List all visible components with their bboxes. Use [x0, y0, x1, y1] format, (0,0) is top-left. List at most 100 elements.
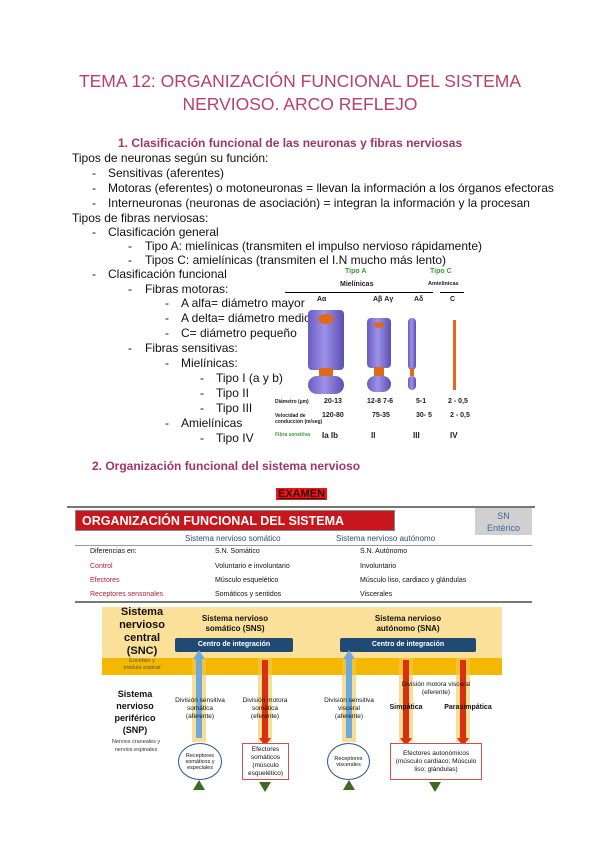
bullet-dash: -: [92, 181, 96, 195]
table-cell: Control: [90, 563, 113, 570]
output-arrow-icon: [429, 782, 441, 792]
div-line: División motora: [242, 697, 288, 704]
list-item: Tipo A: mielínicas (transmiten el impuls…: [145, 239, 483, 253]
simpatica-label: Simpática: [389, 704, 423, 711]
div-line: (eferente): [250, 713, 280, 720]
mielinicas-label: Mielínicas: [340, 281, 374, 288]
bullet-dash: -: [200, 386, 204, 400]
table-cell: Músculo esquelético: [215, 577, 279, 584]
output-arrow-icon: [259, 782, 271, 792]
bullet-dash: -: [128, 239, 132, 253]
bullet-dash: -: [165, 416, 169, 430]
list-item: Motoras (eferentes) o motoneuronas = lle…: [108, 181, 554, 195]
list-item: Fibras sensitivas:: [145, 341, 238, 355]
table-header-cell: S.N. Somático: [215, 548, 260, 555]
col-aalpha: Aα: [317, 296, 327, 303]
sens-label: Fibra sensitiva: [275, 432, 311, 438]
div-line: visceral: [337, 705, 361, 712]
snp-line: nervioso: [116, 701, 154, 711]
div-motora-somatica: División motora somática (eferente): [235, 697, 295, 721]
efectores-autonomicos: Efectores autonómicos (músculo cardiaco;…: [390, 743, 482, 780]
vel-value: 30- 5: [416, 412, 432, 419]
bullet-dash: -: [200, 371, 204, 385]
bullet-dash: -: [92, 267, 96, 281]
exam-badge: EXAMEN: [276, 488, 328, 500]
diam-value: 2 - 0,5: [448, 398, 468, 405]
div-line: División motora visceral: [401, 681, 471, 688]
bullet-dash: -: [165, 326, 169, 340]
section1-heading: 1. Clasificación funcional de las neuron…: [118, 136, 463, 150]
snc-label: Sistema nervioso central (SNC): [112, 606, 172, 658]
sna-label: Sistema nervioso autónomo (SNA): [353, 614, 463, 634]
div-line: (aferente): [185, 713, 215, 720]
list-item: C= diámetro pequeño: [181, 326, 297, 340]
snp-label: Sistema nervioso periférico (SNP): [105, 688, 165, 736]
list-item: Clasificación funcional: [108, 267, 227, 281]
table-cell: Viscerales: [360, 591, 393, 598]
section2-heading: 2. Organización funcional del sistema ne…: [92, 459, 361, 473]
receptores-viscerales: Receptores viscerales: [327, 743, 370, 780]
snc-line: nervioso: [119, 619, 165, 631]
snc-line: (SNC): [126, 645, 158, 657]
list-item: Tipo I (a y b): [216, 371, 283, 385]
sns-line: Sistema nervioso: [201, 614, 269, 623]
input-arrow-icon: [193, 780, 205, 790]
tipo-a-label: Tipo A: [345, 268, 367, 275]
list-item: Tipos de fibras nerviosas:: [72, 211, 209, 225]
vel-value: 2 - 0,5: [450, 412, 470, 419]
list-item: Tipo IV: [216, 431, 254, 445]
arrow-head-icon: [457, 738, 469, 746]
diagram-banner: ORGANIZACIÓN FUNCIONAL DEL SISTEMA NERVI…: [75, 510, 395, 549]
snp-sub-line: Nervios craneales y: [111, 739, 161, 745]
table-cell: Involuntario: [360, 563, 397, 570]
diam-value: 12-8 7-6: [367, 398, 394, 405]
efferent-arrow-icon: [460, 660, 466, 740]
table-cell: Voluntario e involuntario: [215, 563, 290, 570]
col-somatico: Sistema nervioso somático: [185, 534, 281, 543]
sens-value: Ia Ib: [322, 431, 339, 440]
afferent-arrow-icon: [196, 658, 202, 738]
table-header-cell: Diferencias en:: [90, 548, 137, 555]
div-line: División sensitiva: [175, 697, 225, 704]
bullet-dash: -: [165, 311, 169, 325]
tipo-c-label: Tipo C: [430, 268, 452, 275]
arrow-head-icon: [343, 650, 355, 659]
list-item: Amielínicas: [181, 416, 243, 430]
diagram-top-rule: [67, 506, 535, 508]
snc-line: Sistema: [120, 606, 164, 618]
vel-label: Velocidad de conducción (m/seg): [275, 413, 323, 425]
sn-enterico-box: SN Entérico: [475, 508, 532, 535]
sns-label: Sistema nervioso somático (SNS): [180, 614, 290, 634]
efferent-arrow-icon: [262, 660, 268, 740]
list-item: Tipo II: [216, 386, 249, 400]
snc-line: central: [123, 632, 161, 644]
list-item: Clasificación general: [108, 225, 219, 239]
page-title-line2: NERVIOSO. ARCO REFLEJO: [182, 94, 418, 114]
snc-sublabel: Encéfalo y médula espinal: [112, 658, 172, 672]
list-item: Tipos de neuronas según su función:: [72, 151, 269, 165]
div-line: División sensitiva: [324, 697, 374, 704]
bullet-dash: -: [128, 253, 132, 267]
vel-value: 75-35: [372, 412, 390, 419]
bullet-dash: -: [92, 225, 96, 239]
snc-sub-line: Encéfalo y: [129, 658, 155, 664]
sna-line: autónomo (SNA): [376, 624, 440, 633]
table-header-cell: S.N. Autónomo: [360, 548, 408, 555]
col-abeta: Aβ Aγ: [373, 296, 394, 303]
table-cell: Somáticos y sentidos: [215, 591, 282, 598]
diam-value: 5-1: [416, 398, 427, 405]
table-rule: [75, 601, 532, 603]
input-arrow-icon: [343, 780, 355, 790]
vel-value: 120-80: [322, 412, 344, 419]
diam-label: Diámetro (µm): [275, 399, 309, 405]
col-c: C: [450, 296, 456, 303]
centro-integracion-sna: Centro de integración: [340, 638, 476, 652]
snp-line: periférico: [114, 713, 156, 723]
table-cell: Efectores: [90, 577, 120, 584]
sna-line: Sistema nervioso: [374, 614, 442, 623]
snp-line: Sistema: [117, 689, 153, 699]
efectores-somaticos: Efectores somáticos (músculo esquelético…: [242, 743, 289, 780]
fiber-figure: Tipo A Mielínicas Tipo C Amielínicas Aα …: [270, 268, 500, 446]
snp-line: (SNP): [122, 725, 148, 735]
diam-value: 20-13: [324, 398, 342, 405]
